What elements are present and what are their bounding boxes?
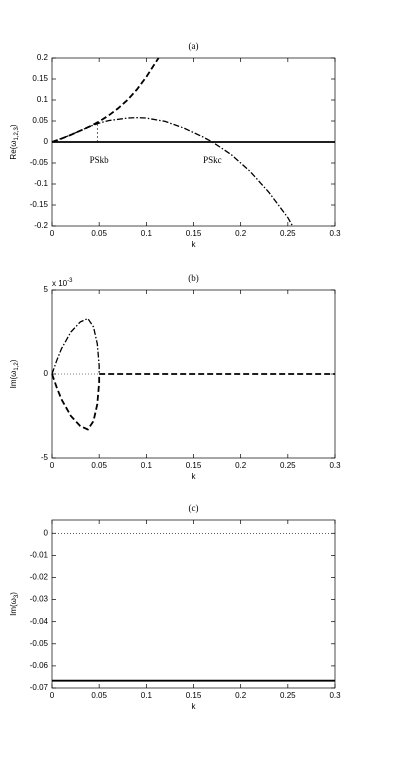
y-label-end: ) [9,592,18,595]
y-tick-label: -0.07 [30,683,49,692]
x-tick-label: 0.15 [186,691,202,700]
x-tick-label: 0.3 [329,461,341,470]
series-line [51,317,100,375]
y-tick-label: 0.2 [37,53,49,62]
y-tick-label: -0.1 [34,179,48,188]
y-multiplier-base: x 10 [52,279,68,288]
x-axis-label: k [192,240,197,249]
x-tick-label: 0 [50,461,55,470]
y-tick-label: -0.03 [30,595,49,604]
y-label-sub: 1,2,3 [14,126,20,140]
x-tick-label: 0.3 [329,229,341,238]
x-tick-label: 0.15 [186,229,202,238]
x-tick-label: 0.1 [141,461,153,470]
x-tick-label: 0.2 [235,691,247,700]
y-tick-label: 0 [44,528,49,537]
x-tick-label: 0.3 [329,691,341,700]
y-tick-label: 0 [44,369,49,378]
x-tick-label: 0.25 [280,461,296,470]
y-tick-label: 0.15 [32,74,48,83]
x-tick-label: 0.1 [141,691,153,700]
chart-title: (a) [189,41,199,51]
y-multiplier-exp: -3 [67,278,73,284]
y-tick-label: 0.05 [32,116,48,125]
y-label-main: Im(ω [9,371,18,389]
x-tick-label: 0.2 [235,229,247,238]
x-tick-label: 0.1 [141,229,153,238]
x-tick-label: 0.05 [91,691,107,700]
x-tick-label: 0.05 [91,461,107,470]
x-tick-label: 0 [50,229,55,238]
x-tick-label: 0.25 [280,691,296,700]
y-tick-label: 5 [44,285,49,294]
y-tick-label: -0.01 [30,550,49,559]
x-tick-label: 0.2 [235,461,247,470]
y-label-end: ) [9,124,18,127]
y-axis-label: Re(ω1,2,3) [9,124,19,160]
y-tick-label: -0.15 [30,200,49,209]
y-label-sub: 3 [14,594,20,598]
axes-box [51,519,336,689]
x-tick-label: 0.05 [91,229,107,238]
y-tick-label: -0.04 [30,617,49,626]
chart-title: (b) [188,273,199,283]
y-tick-label: -0.2 [34,221,48,230]
series-line [51,116,294,227]
y-tick-label: -0.05 [30,158,49,167]
y-axis-label: Im(ω3) [9,592,19,616]
x-tick-label: 0.25 [280,229,296,238]
y-multiplier: x 10-3 [52,278,73,289]
y-axis-label: Im(ω1,2) [9,359,19,388]
y-label-main: Re(ω [9,140,18,159]
y-label-main: Im(ω [9,598,18,616]
chart-title: (c) [189,503,199,513]
annotation: PSkc [203,155,222,165]
y-tick-label: 0 [44,137,49,146]
y-label-sub: 1,2 [14,362,20,371]
x-tick-label: 0.15 [186,461,202,470]
y-tick-label: 0.1 [37,95,49,104]
y-tick-label: -0.02 [30,573,49,582]
annotation: PSkb [90,155,110,165]
y-tick-label: -0.06 [30,661,49,670]
x-axis-label: k [192,702,197,711]
x-axis-label: k [192,472,197,481]
x-tick-label: 0 [50,691,55,700]
y-label-end: ) [9,359,18,362]
y-tick-label: -5 [41,453,49,462]
y-tick-label: -0.05 [30,639,49,648]
series-line [51,373,101,431]
series-line [51,57,160,143]
